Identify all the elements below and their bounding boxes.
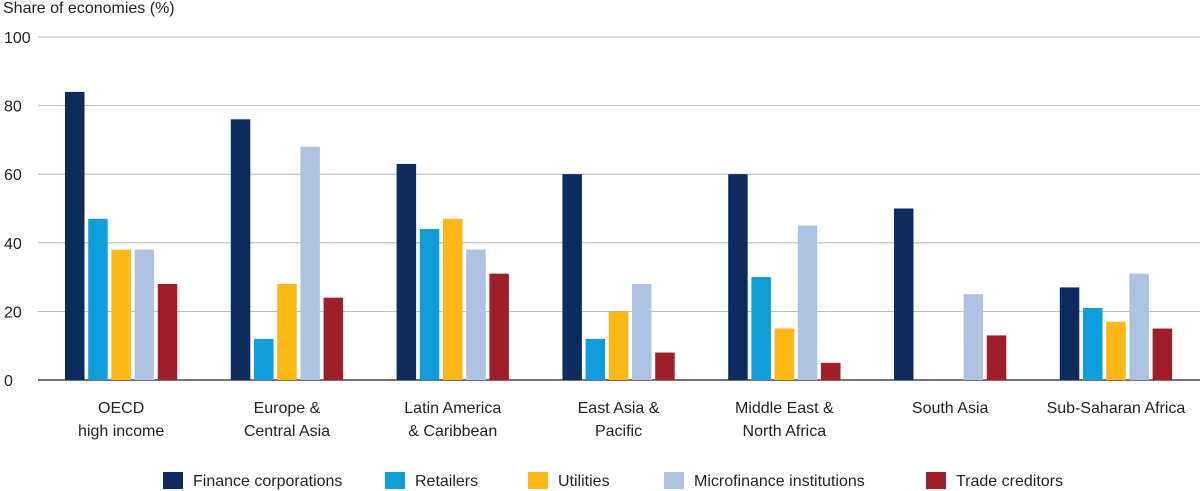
x-category-label-line: South Asia — [912, 400, 989, 417]
x-category-label-line: high income — [78, 423, 164, 440]
bar — [655, 352, 675, 380]
bar — [323, 297, 344, 380]
legend-label: Retailers — [415, 473, 478, 490]
bar — [608, 311, 629, 380]
y-tick-label: 60 — [4, 167, 22, 184]
x-category-label-line: Latin America — [404, 400, 501, 417]
bar — [774, 328, 795, 380]
x-category-label: East Asia & Pacific — [578, 400, 660, 440]
x-category-label-line: Middle East & — [735, 400, 834, 417]
x-category-label: Sub-Saharan Africa — [1047, 400, 1186, 417]
bar — [1083, 307, 1103, 380]
y-tick-label: 40 — [4, 236, 22, 253]
bar — [986, 335, 1007, 380]
x-category-label: OECD high income — [78, 400, 164, 440]
bar — [157, 283, 178, 380]
bar — [134, 249, 155, 380]
bar — [111, 249, 131, 380]
legend-label: Trade creditors — [956, 473, 1063, 490]
x-category-label-line: Pacific — [595, 423, 642, 440]
bar — [963, 294, 984, 380]
y-tick-label: 20 — [4, 304, 22, 321]
y-tick-label: 80 — [4, 99, 22, 116]
legend-swatch — [163, 472, 183, 489]
x-category-label: Europe & Central Asia — [244, 400, 330, 440]
bar — [65, 91, 85, 380]
legend-swatch — [385, 472, 405, 489]
bar — [562, 174, 582, 380]
bar — [821, 362, 841, 380]
bar — [1152, 328, 1173, 380]
bar — [489, 273, 509, 380]
bar — [1129, 273, 1149, 380]
x-category-label: Middle East & North Africa — [735, 400, 834, 440]
y-tick-label: 0 — [4, 373, 13, 390]
bar — [443, 218, 463, 380]
x-category-label: Latin America & Caribbean — [404, 400, 501, 440]
y-axis-label: Share of economies (%) — [3, 0, 175, 17]
bar — [396, 163, 417, 380]
y-tick-label: 100 — [4, 30, 31, 47]
x-category-label-line: Sub-Saharan Africa — [1047, 400, 1186, 417]
bar — [728, 174, 748, 380]
x-category-label-line: & Caribbean — [408, 423, 497, 440]
bar — [632, 283, 652, 380]
bar — [751, 277, 771, 380]
x-category-label-line: East Asia & — [578, 400, 660, 417]
legend-label: Microfinance institutions — [694, 473, 865, 490]
bar — [254, 338, 274, 380]
bar — [894, 208, 914, 380]
bar — [1106, 321, 1126, 380]
bar — [300, 146, 320, 380]
bar — [797, 225, 818, 380]
bar — [88, 218, 108, 380]
legend-swatch — [664, 472, 684, 489]
x-category-label-line: Central Asia — [244, 423, 330, 440]
bar — [585, 338, 606, 380]
x-category-label: South Asia — [912, 400, 989, 417]
x-category-label-line: Europe & — [254, 400, 321, 417]
legend-swatch — [926, 472, 946, 489]
bar — [466, 249, 486, 380]
legend-label: Finance corporations — [193, 473, 342, 490]
bar — [277, 283, 297, 380]
x-category-label-line: North Africa — [743, 423, 827, 440]
bar — [419, 229, 440, 380]
bar — [1059, 287, 1080, 380]
x-category-label-line: OECD — [98, 400, 144, 417]
legend-swatch — [528, 472, 548, 489]
bar — [230, 119, 251, 380]
legend-label: Utilities — [558, 473, 610, 490]
